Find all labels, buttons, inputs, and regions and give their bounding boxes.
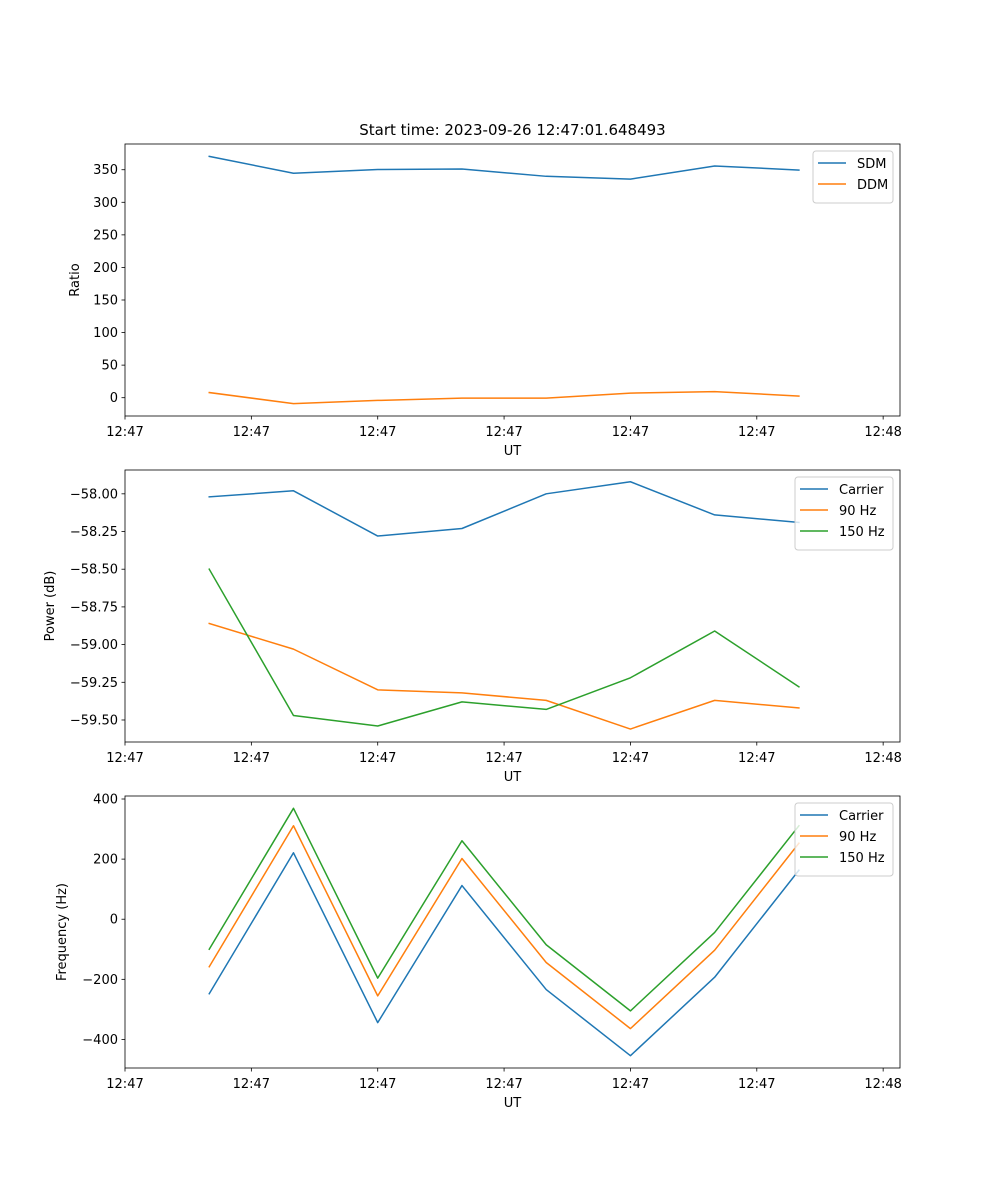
chart1-x-tick-label: 12:47 xyxy=(359,425,396,440)
chart2-legend-label: Carrier xyxy=(839,483,884,498)
chart3-x-tick-label: 12:47 xyxy=(612,1077,649,1092)
chart1-y-tick-label: 50 xyxy=(101,359,118,374)
chart3-x-tick-label: 12:47 xyxy=(738,1077,775,1092)
chart2-series-carrier-line xyxy=(208,481,800,537)
chart1-x-tick-label: 12:48 xyxy=(864,425,901,440)
chart3-axes-frame xyxy=(124,795,901,1069)
chart2-y-tick-label: −59.00 xyxy=(70,638,118,653)
chart3-y-axis-label: Frequency (Hz) xyxy=(55,883,70,981)
chart1-y-tick-label: 200 xyxy=(93,261,118,276)
chart1-x-axis-label: UT xyxy=(504,444,522,459)
chart2-y-tick-label: −59.50 xyxy=(70,713,118,728)
chart1-series-sdm-line xyxy=(208,155,800,180)
chart3-x-tick-label: 12:47 xyxy=(106,1077,143,1092)
chart1-y-tick-label: 300 xyxy=(93,196,118,211)
chart2-x-tick-label: 12:47 xyxy=(359,751,396,766)
chart1-x-tick-label: 12:47 xyxy=(485,425,522,440)
chart1-x-tick-label: 12:47 xyxy=(233,425,270,440)
chart3-series-150-hz-line xyxy=(208,807,800,1012)
chart1-y-tick-label: 100 xyxy=(93,326,118,341)
chart3-x-tick-label: 12:48 xyxy=(864,1077,901,1092)
chart3-y-tick-label: 400 xyxy=(93,793,118,808)
chart1-y-tick-label: 250 xyxy=(93,228,118,243)
chart2-x-axis-label: UT xyxy=(504,770,522,785)
chart3-legend-label: 90 Hz xyxy=(839,830,876,845)
chart2-legend-label: 150 Hz xyxy=(839,525,885,540)
chart2-y-axis-label: Power (dB) xyxy=(43,571,58,642)
chart1-y-tick-label: 0 xyxy=(110,391,118,406)
chart3-y-tick-label: 200 xyxy=(93,853,118,868)
chart3-y-tick-label: 0 xyxy=(110,913,118,928)
chart1-legend-label: DDM xyxy=(857,178,888,193)
chart2-x-tick-label: 12:48 xyxy=(864,751,901,766)
chart1-x-tick-label: 12:47 xyxy=(738,425,775,440)
chart3-x-tick-label: 12:47 xyxy=(359,1077,396,1092)
chart3-legend-label: Carrier xyxy=(839,809,884,824)
chart2-x-tick-label: 12:47 xyxy=(612,751,649,766)
chart2-x-tick-label: 12:47 xyxy=(485,751,522,766)
chart2-y-tick-label: −58.50 xyxy=(70,563,118,578)
chart2-y-tick-label: −58.25 xyxy=(70,525,118,540)
chart2-y-tick-label: −58.00 xyxy=(70,487,118,502)
chart2-series-90-hz-line xyxy=(208,622,800,730)
chart1-axes-frame xyxy=(124,143,901,417)
chart3-y-tick-label: −400 xyxy=(82,1033,118,1048)
chart1-x-tick-label: 12:47 xyxy=(106,425,143,440)
chart2-x-tick-label: 12:47 xyxy=(233,751,270,766)
chart1-y-tick-label: 150 xyxy=(93,293,118,308)
chart1-legend-box xyxy=(812,150,894,204)
chart1-series-ddm-line xyxy=(208,390,800,405)
chart3-x-axis-label: UT xyxy=(504,1096,522,1111)
chart1-y-axis-label: Ratio xyxy=(68,263,83,296)
chart3-legend-label: 150 Hz xyxy=(839,851,885,866)
chart3-series-90-hz-line xyxy=(208,825,800,1030)
chart1-legend-label: SDM xyxy=(857,157,886,172)
chart2-y-tick-label: −59.25 xyxy=(70,676,118,691)
chart1-x-tick-label: 12:47 xyxy=(612,425,649,440)
chart2-y-tick-label: −58.75 xyxy=(70,600,118,615)
chart3-x-tick-label: 12:47 xyxy=(485,1077,522,1092)
chart2-legend-label: 90 Hz xyxy=(839,504,876,519)
chart3-y-tick-label: −200 xyxy=(82,973,118,988)
chart1-y-tick-label: 350 xyxy=(93,163,118,178)
chart3-series-carrier-line xyxy=(208,852,800,1057)
chart2-axes-frame xyxy=(124,469,901,743)
chart3-x-tick-label: 12:47 xyxy=(233,1077,270,1092)
chart2-x-tick-label: 12:47 xyxy=(738,751,775,766)
figure-title: Start time: 2023-09-26 12:47:01.648493 xyxy=(359,121,665,139)
chart2-x-tick-label: 12:47 xyxy=(106,751,143,766)
chart2-series-150-hz-line xyxy=(208,568,800,727)
